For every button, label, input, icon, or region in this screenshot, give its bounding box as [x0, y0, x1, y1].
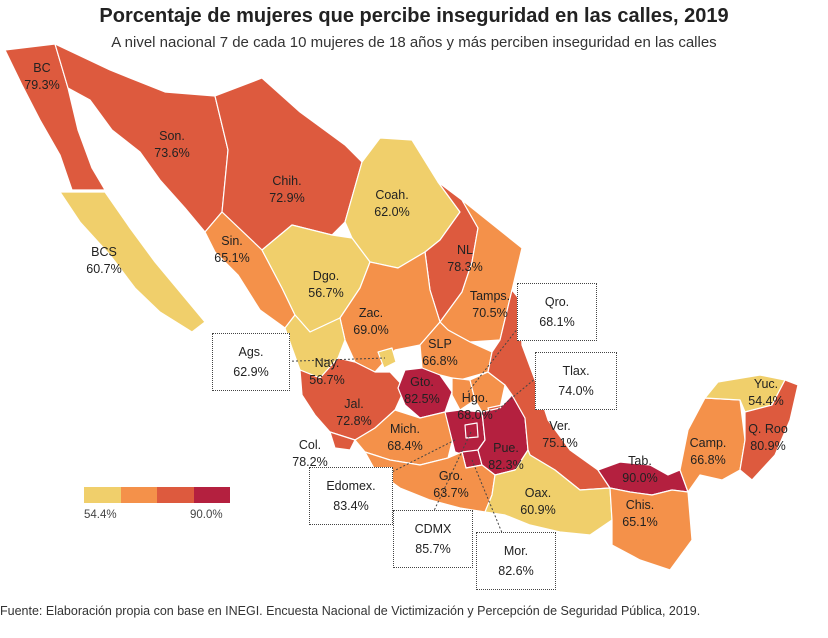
label-nl: NL 78.3% — [447, 243, 483, 274]
label-slp: SLP 66.8% — [422, 337, 458, 368]
legend-max-label: 90.0% — [190, 509, 223, 521]
callout-mor: Mor. 82.6% — [476, 532, 556, 590]
label-tamps: Tamps. 70.5% — [469, 289, 511, 320]
label-gro: Gro. 63.7% — [433, 469, 469, 500]
label-jal: Jal. 72.8% — [336, 397, 372, 428]
callout-tlax: Tlax. 74.0% — [535, 352, 617, 410]
label-hgo: Hgo. 68.0% — [457, 391, 493, 422]
label-ver: Ver. 75.1% — [542, 419, 578, 450]
legend-swatch-3 — [157, 487, 194, 503]
state-chih — [214, 77, 363, 251]
state-qro — [451, 377, 476, 411]
label-camp: Camp. 66.8% — [689, 436, 727, 467]
state-jal — [299, 357, 406, 441]
state-cdmx — [464, 422, 479, 439]
label-mich: Mich. 68.4% — [387, 422, 423, 453]
callout-qro: Qro. 68.1% — [517, 283, 597, 341]
label-bc: BC 79.3% — [24, 61, 60, 92]
label-bcs: BCS 60.7% — [86, 245, 122, 276]
label-pue: Pue. 82.3% — [488, 441, 524, 472]
legend-swatch-2 — [120, 487, 157, 503]
map-subtitle: A nivel nacional 7 de cada 10 mujeres de… — [111, 34, 717, 51]
label-chih: Chih. 72.9% — [269, 174, 305, 205]
label-coah: Coah. 62.0% — [374, 188, 410, 219]
label-zac: Zac. 69.0% — [353, 306, 389, 337]
state-son — [54, 43, 229, 233]
label-nay: Nay. 56.7% — [309, 356, 345, 387]
callout-cdmx: CDMX 85.7% — [393, 510, 473, 568]
callout-ags: Ags. 62.9% — [212, 333, 290, 391]
state-chis — [609, 487, 693, 571]
label-son: Son. 73.6% — [154, 129, 190, 160]
state-nay — [284, 314, 346, 379]
label-sin: Sin. 65.1% — [214, 234, 250, 265]
state-bcs — [59, 191, 206, 333]
source-note: Fuente: Elaboración propia con base en I… — [0, 604, 701, 618]
label-col: Col. 78.2% — [292, 438, 328, 469]
label-chis: Chis. 65.1% — [622, 498, 658, 529]
state-col — [329, 431, 356, 451]
color-legend — [84, 487, 230, 503]
state-ags — [377, 347, 397, 369]
label-gto: Gto. 82.5% — [404, 375, 440, 406]
legend-min-label: 54.4% — [84, 509, 117, 521]
state-qroo — [739, 379, 799, 481]
callout-edomex: Edomex. 83.4% — [309, 467, 393, 525]
label-qroo: Q. Roo 80.9% — [748, 422, 788, 453]
map-title: Porcentaje de mujeres que percibe insegu… — [99, 5, 729, 27]
label-oax: Oax. 60.9% — [520, 486, 556, 517]
legend-swatch-1 — [84, 487, 121, 503]
label-dgo: Dgo. 56.7% — [308, 269, 344, 300]
label-yuc: Yuc. 54.4% — [748, 377, 784, 408]
label-tab: Tab. 90.0% — [622, 454, 658, 485]
legend-swatch-4 — [193, 487, 230, 503]
